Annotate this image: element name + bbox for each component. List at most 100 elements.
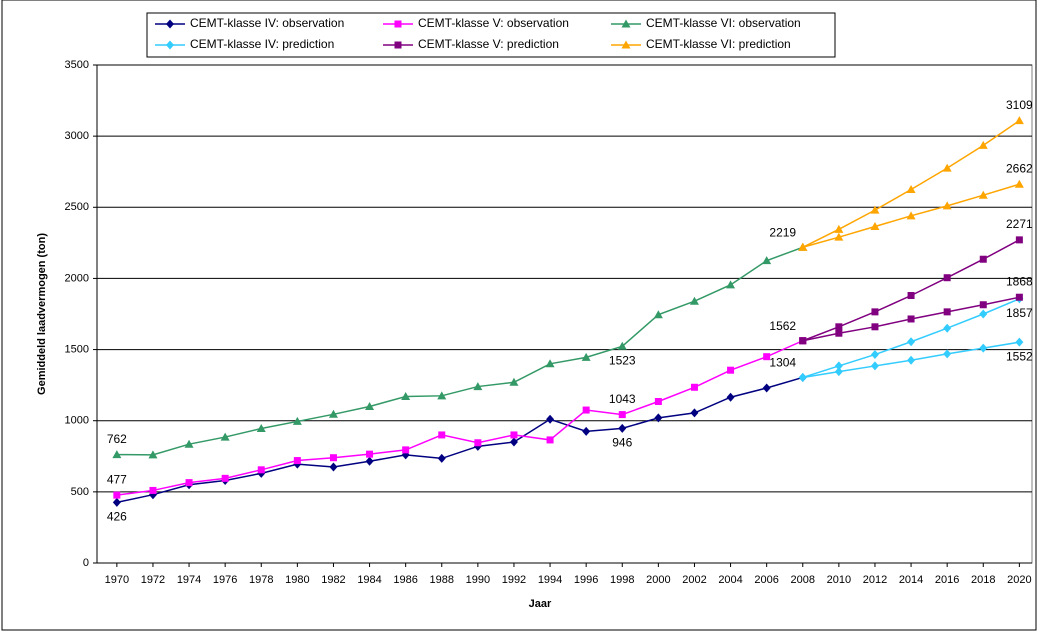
marker — [835, 329, 843, 337]
x-tick-label: 2010 — [827, 574, 851, 586]
marker — [978, 140, 988, 149]
marker — [726, 392, 735, 402]
marker — [978, 190, 988, 199]
marker — [1015, 236, 1023, 244]
x-tick-label: 2000 — [646, 574, 670, 586]
data-label: 1523 — [609, 353, 636, 367]
marker — [510, 431, 518, 439]
marker — [690, 408, 699, 418]
marker — [979, 309, 988, 319]
marker — [220, 432, 230, 441]
x-tick-label: 2006 — [754, 574, 778, 586]
marker — [834, 232, 844, 241]
x-tick-label: 1972 — [141, 574, 165, 586]
marker — [509, 437, 518, 447]
x-tick-label: 1970 — [105, 574, 129, 586]
marker — [328, 409, 338, 418]
data-label: 1043 — [609, 392, 636, 406]
x-tick-label: 1990 — [466, 574, 490, 586]
legend-label: CEMT-klasse IV: prediction — [190, 37, 334, 51]
marker — [618, 423, 627, 433]
marker — [184, 439, 194, 448]
data-label: 477 — [107, 472, 127, 486]
x-tick-label: 1984 — [357, 574, 381, 586]
x-tick-label: 1994 — [538, 574, 562, 586]
marker — [870, 361, 879, 371]
marker — [979, 343, 988, 353]
marker — [365, 401, 375, 410]
x-tick-label: 2018 — [971, 574, 995, 586]
marker — [835, 323, 843, 331]
marker — [546, 436, 554, 444]
legend-marker — [166, 40, 174, 50]
data-label: 762 — [107, 432, 127, 446]
marker — [438, 431, 446, 439]
marker — [834, 224, 844, 233]
y-tick-label: 3500 — [65, 59, 89, 71]
y-axis-title: Gemiddeld laadvermogen (ton) — [36, 233, 48, 395]
data-label: 1868 — [1006, 274, 1033, 288]
marker — [690, 383, 698, 391]
y-tick-label: 2500 — [65, 201, 89, 213]
y-tick-label: 1500 — [65, 343, 89, 355]
y-tick-label: 500 — [71, 486, 89, 498]
x-axis-title: Jaar — [529, 598, 552, 610]
marker — [870, 205, 880, 214]
marker — [401, 392, 411, 401]
marker — [943, 349, 952, 359]
marker — [906, 211, 916, 220]
x-tick-label: 2008 — [791, 574, 815, 586]
series-line — [116, 246, 804, 456]
marker — [185, 479, 193, 487]
marker — [943, 274, 951, 282]
y-tick-label: 2000 — [65, 272, 89, 284]
marker — [149, 486, 157, 494]
marker — [762, 256, 772, 265]
y-tick-label: 3000 — [65, 130, 89, 142]
series-line — [116, 376, 803, 504]
x-tick-label: 2012 — [863, 574, 887, 586]
marker — [689, 296, 699, 305]
plot-frame — [96, 64, 1033, 564]
x-tick-label: 2002 — [682, 574, 706, 586]
marker — [907, 337, 916, 347]
marker — [653, 310, 663, 319]
marker — [257, 466, 265, 474]
y-tick-label: 0 — [83, 557, 89, 569]
x-tick-label: 1980 — [285, 574, 309, 586]
marker — [546, 414, 555, 424]
data-label: 2662 — [1006, 161, 1033, 175]
data-label: 946 — [612, 436, 632, 450]
marker — [329, 462, 338, 472]
marker — [798, 242, 808, 251]
marker — [1015, 293, 1023, 301]
series-line — [802, 120, 1020, 248]
marker — [906, 185, 916, 193]
marker — [112, 497, 121, 507]
marker — [871, 308, 879, 316]
x-tick-label: 1978 — [249, 574, 273, 586]
x-tick-label: 1986 — [393, 574, 417, 586]
x-tick-label: 1988 — [430, 574, 454, 586]
marker — [112, 450, 122, 459]
data-label: 3109 — [1006, 98, 1033, 112]
marker — [292, 416, 302, 425]
marker — [113, 491, 121, 499]
marker — [834, 367, 843, 377]
data-label: 1304 — [769, 356, 796, 370]
marker — [509, 377, 519, 386]
marker — [870, 221, 880, 230]
series-line — [116, 340, 804, 496]
marker — [221, 474, 229, 482]
marker — [474, 439, 482, 447]
marker — [942, 201, 952, 210]
marker — [799, 337, 807, 345]
x-tick-label: 1976 — [213, 574, 237, 586]
x-tick-label: 1996 — [574, 574, 598, 586]
marker — [1015, 337, 1024, 347]
x-tick-label: 2020 — [1007, 574, 1031, 586]
marker — [763, 353, 771, 361]
marker — [545, 359, 555, 368]
marker — [256, 424, 266, 433]
marker — [798, 372, 807, 382]
